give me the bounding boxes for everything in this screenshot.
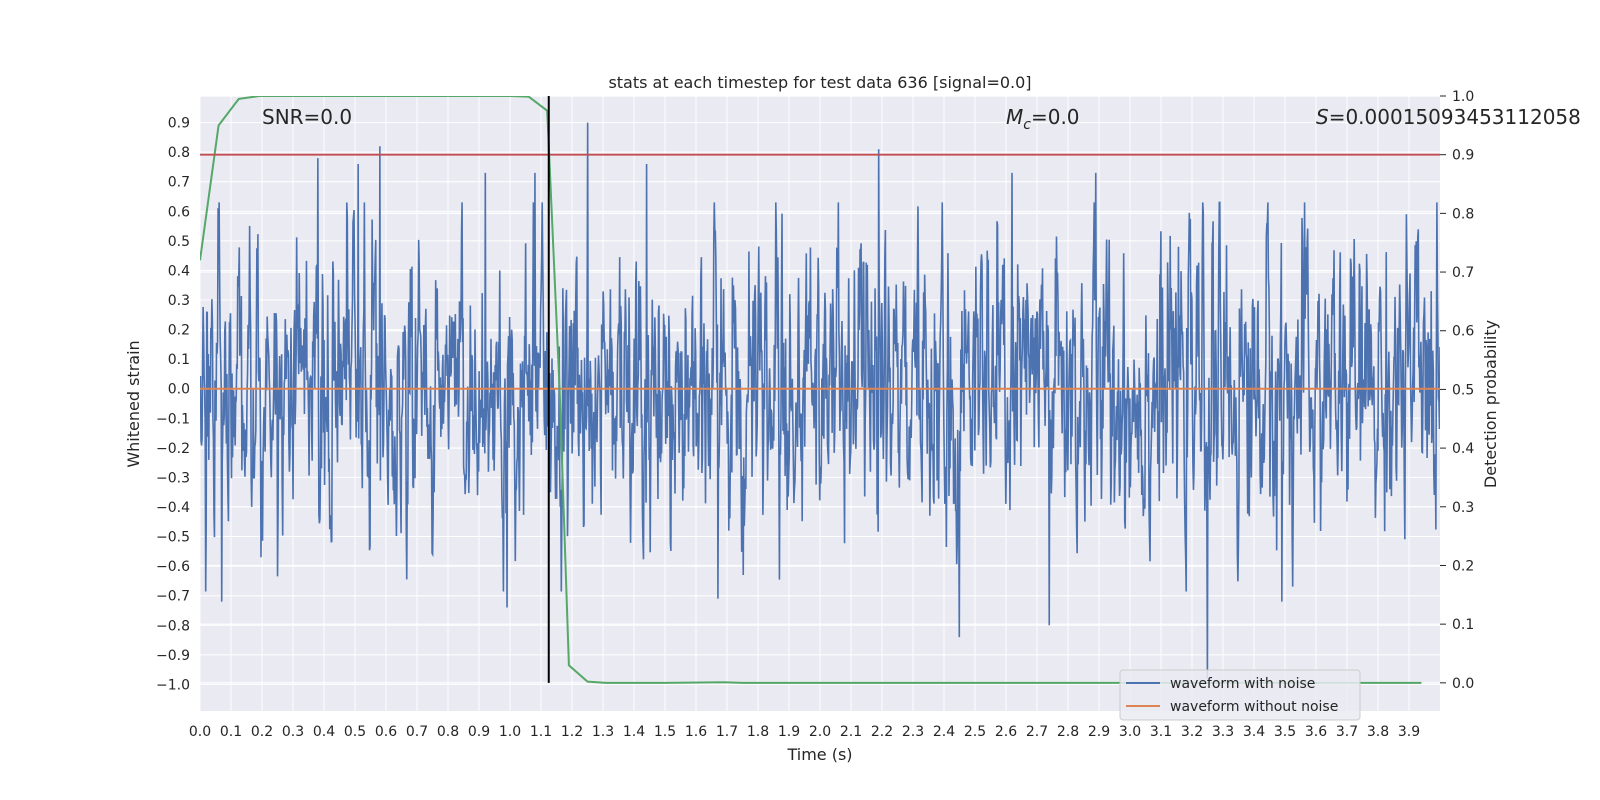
series-detection-probability	[200, 96, 1422, 684]
x-axis-title: Time (s)	[786, 745, 852, 764]
y2-tick-label: 0.0	[1452, 676, 1474, 692]
y2-tick-label: 0.2	[1452, 558, 1474, 574]
y-tick-label: −0.9	[156, 648, 190, 664]
y2-tick-label: 0.6	[1452, 324, 1474, 340]
x-tick-label: 3.9	[1398, 724, 1420, 740]
x-tick-label: 3.7	[1336, 724, 1358, 740]
x-tick-label: 3.0	[1119, 724, 1141, 740]
legend-label-noisy: waveform with noise	[1170, 676, 1315, 692]
s-symbol: S	[1316, 105, 1329, 129]
x-tick-label: 0.6	[375, 724, 397, 740]
x-tick-label: 2.0	[809, 724, 831, 740]
x-tick-label: 2.6	[995, 724, 1017, 740]
x-tick-label: 2.1	[840, 724, 862, 740]
x-tick-label: 3.3	[1212, 724, 1234, 740]
x-tick-label: 1.4	[623, 724, 645, 740]
legend-box	[1119, 669, 1361, 721]
x-tick-label: 2.9	[1088, 724, 1110, 740]
x-tick-label: 1.3	[592, 724, 614, 740]
legend-label-clean: waveform without noise	[1170, 699, 1338, 715]
y-tick-label: −0.8	[156, 618, 190, 634]
x-tick-label: 2.2	[871, 724, 893, 740]
y2-tick-label: 0.7	[1452, 265, 1474, 281]
y-tick-label: −0.5	[156, 530, 190, 546]
y-tick-label: −0.4	[156, 500, 190, 516]
x-tick-label: 1.9	[778, 724, 800, 740]
x-tick-label: 0.7	[406, 724, 428, 740]
x-tick-label: 2.5	[964, 724, 986, 740]
y2-tick-label: 0.4	[1452, 441, 1474, 457]
y2-axis-title: Detection probability	[1481, 320, 1500, 488]
chart-title: stats at each timestep for test data 636…	[608, 73, 1031, 92]
x-tick-label: 3.2	[1181, 724, 1203, 740]
mc-value: =0.0	[1031, 105, 1080, 129]
x-tick-label: 0.4	[313, 724, 335, 740]
detection-probability-line	[200, 96, 1422, 684]
y-tick-label: 0.3	[168, 293, 190, 309]
mc-subscript: c	[1023, 117, 1031, 133]
y2-tick-label: 0.9	[1452, 148, 1474, 164]
y-tick-label: −0.3	[156, 470, 190, 486]
x-tick-label: 1.6	[685, 724, 707, 740]
noisy-waveform-line	[200, 122, 1440, 679]
y-axis-title: Whitened strain	[124, 340, 143, 467]
x-tick-label: 0.8	[437, 724, 459, 740]
y-tick-label: 0.7	[168, 175, 190, 191]
y-tick-label: −0.1	[156, 411, 190, 427]
x-tick-label: 3.1	[1150, 724, 1172, 740]
x-tick-label: 1.1	[530, 724, 552, 740]
mc-symbol: M	[1006, 105, 1023, 129]
y-tick-labels: 0.9 0.8 0.7 0.6 0.5 0.4 0.3 0.2 0.1 0.0 −0.1 −0.2 −0…	[156, 116, 190, 694]
y-tick-label: 0.6	[168, 204, 190, 220]
y-tick-label: −0.2	[156, 441, 190, 457]
y-tick-label: −0.6	[156, 559, 190, 575]
x-tick-label: 3.8	[1367, 724, 1389, 740]
s-value: =0.00015093453112058	[1329, 105, 1581, 129]
y-tick-label: 0.5	[168, 234, 190, 250]
s-annotation: S=0.00015093453112058	[1316, 105, 1581, 129]
y2-tick-label: 0.5	[1452, 382, 1474, 398]
x-tick-label: 3.4	[1243, 724, 1265, 740]
y-tick-label: 0.8	[168, 145, 190, 161]
x-tick-label: 3.5	[1274, 724, 1296, 740]
y2-tick-label: 0.8	[1452, 206, 1474, 222]
y2-tick-label: 0.3	[1452, 500, 1474, 516]
x-tick-label: 3.6	[1305, 724, 1327, 740]
x-tick-label: 0.5	[344, 724, 366, 740]
x-tick-label: 0.3	[282, 724, 304, 740]
y-tick-label: 0.1	[168, 352, 190, 368]
x-tick-label: 1.7	[716, 724, 738, 740]
y-tick-label: −1.0	[156, 677, 190, 693]
y2-tick-label: 1.0	[1452, 89, 1474, 105]
x-tick-labels: 0.0 0.1 0.2 0.3 0.4 0.5 0.6 0.7 0.8 0.9 1.0 1.1 1.2 1…	[189, 724, 1420, 740]
y-tick-label: 0.4	[168, 263, 190, 279]
mc-annotation: Mc=0.0	[1006, 105, 1080, 133]
x-tick-label: 2.8	[1057, 724, 1079, 740]
x-tick-label: 1.0	[499, 724, 521, 740]
legend: waveform with noise waveform without noi…	[1119, 669, 1361, 721]
y2-tick-labels: 1.0 0.9 0.8 0.7 0.6 0.5 0.4 0.3 0.2 0.1 0.0	[1440, 89, 1474, 692]
x-tick-label: 0.0	[189, 724, 211, 740]
x-tick-label: 0.2	[251, 724, 273, 740]
series-waveform-with-noise	[200, 122, 1440, 679]
y-tick-label: 0.2	[168, 323, 190, 339]
y-tick-label: −0.7	[156, 589, 190, 605]
y2-tick-label: 0.1	[1452, 617, 1474, 633]
x-tick-label: 2.7	[1026, 724, 1048, 740]
x-tick-label: 1.2	[561, 724, 583, 740]
x-tick-label: 0.9	[468, 724, 490, 740]
snr-annotation: SNR=0.0	[262, 105, 352, 129]
x-tick-label: 0.1	[220, 724, 242, 740]
x-tick-label: 2.3	[902, 724, 924, 740]
y-tick-label: 0.0	[168, 382, 190, 398]
x-tick-label: 2.4	[933, 724, 955, 740]
x-tick-label: 1.8	[747, 724, 769, 740]
y-tick-label: 0.9	[168, 116, 190, 132]
x-tick-label: 1.5	[654, 724, 676, 740]
